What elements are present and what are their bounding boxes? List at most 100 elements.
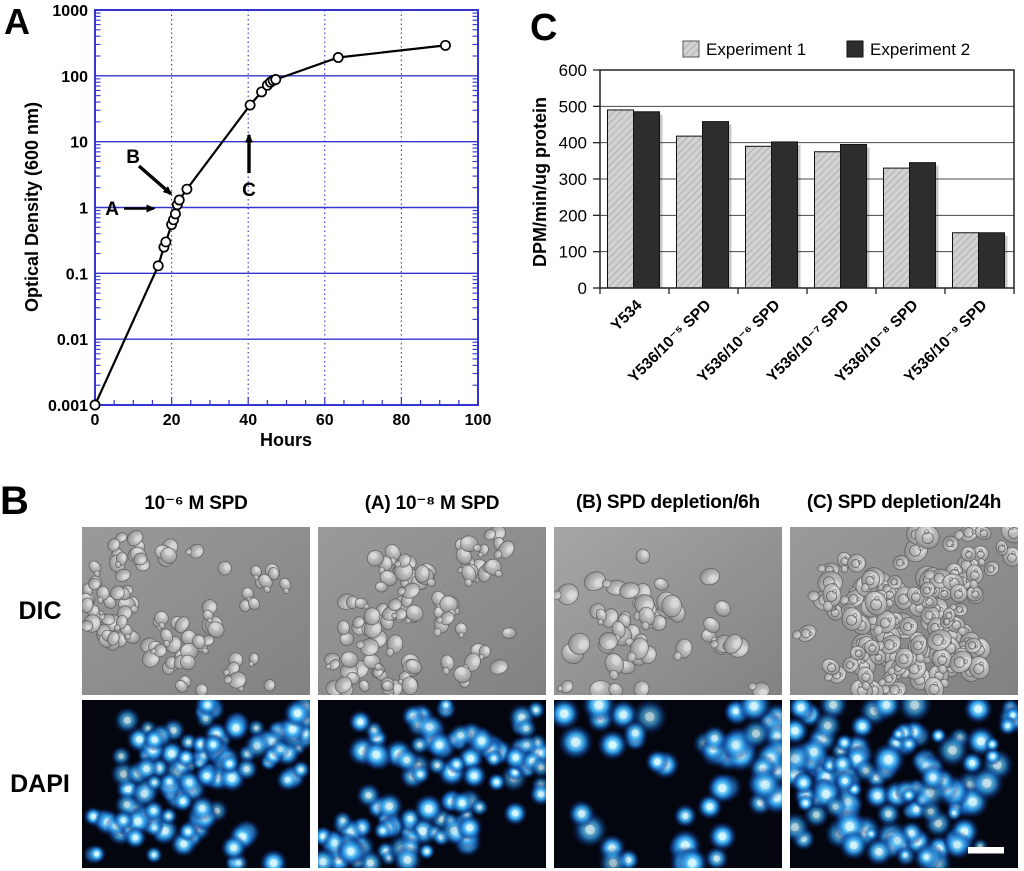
- yeast-cell: [454, 622, 468, 639]
- stained-nucleus: [790, 741, 812, 776]
- x-tick-label: 20: [163, 412, 181, 429]
- bar-experiment-1: [814, 151, 841, 289]
- yeast-cell: [379, 570, 397, 587]
- stained-nucleus: [919, 763, 947, 792]
- yeast-cell: [185, 543, 205, 559]
- yeast-cell: [363, 607, 381, 626]
- panel-b-micrograph-grid: B 10⁻⁶ M SPD (A) 10⁻⁸ M SPD (B) SPD depl…: [0, 479, 1024, 871]
- data-point-marker: [169, 208, 181, 220]
- yeast-cell: [554, 583, 579, 606]
- data-point-marker: [332, 52, 344, 63]
- yeast-cell: [968, 656, 990, 680]
- stained-nucleus: [484, 748, 504, 769]
- stained-nucleus: [747, 766, 782, 803]
- yeast-cell: [202, 609, 214, 624]
- panel-a-plot-frame: [94, 9, 479, 406]
- yeast-cell: [841, 607, 863, 631]
- yeast-cell: [661, 594, 682, 618]
- stained-nucleus: [418, 842, 436, 860]
- stained-nucleus: [899, 734, 919, 754]
- row-label-dapi: DAPI: [10, 769, 70, 798]
- yeast-cell: [857, 666, 875, 691]
- stained-nucleus: [361, 739, 392, 770]
- yeast-cell: [489, 659, 509, 675]
- panel-a-gridlines: [95, 10, 478, 405]
- data-point-marker: [152, 260, 164, 272]
- panel-c-letter: C: [530, 7, 557, 49]
- yeast-cell: [1000, 527, 1018, 544]
- stained-nucleus: [487, 772, 507, 792]
- stained-nucleus: [963, 700, 994, 724]
- yeast-cell: [638, 606, 656, 631]
- yeast-cell: [926, 629, 952, 651]
- stained-nucleus: [112, 809, 135, 832]
- yeast-cell: [995, 540, 1008, 556]
- stained-nucleus: [983, 747, 1002, 766]
- y-tick-label: 0: [578, 279, 587, 298]
- yeast-cell: [82, 620, 94, 632]
- yeast-cell: [340, 651, 359, 668]
- data-point-marker: [270, 74, 282, 85]
- yeast-cell: [175, 680, 188, 693]
- yeast-cell: [864, 590, 888, 616]
- stained-nucleus: [935, 733, 970, 768]
- panel-a-x-axis-title: Hours: [260, 430, 312, 450]
- stained-nucleus: [554, 700, 581, 731]
- stained-nucleus: [849, 713, 875, 739]
- panel-c-tick-marks: [593, 69, 1015, 294]
- yeast-cell: [358, 679, 370, 692]
- stained-nucleus: [413, 793, 445, 825]
- data-point-marker: [173, 194, 185, 206]
- yeast-cell: [453, 665, 472, 684]
- yeast-cell: [598, 632, 618, 651]
- stained-nucleus: [172, 790, 194, 813]
- yeast-cell: [388, 598, 402, 612]
- stained-nucleus: [145, 773, 164, 792]
- yeast-cell: [942, 535, 959, 552]
- yeast-cell: [223, 671, 247, 689]
- yeast-cell: [822, 583, 842, 612]
- stained-nucleus: [871, 742, 906, 777]
- yeast-cell: [436, 611, 455, 626]
- growth-curve-line: [93, 44, 446, 406]
- bar-experiment-2: [978, 232, 1005, 289]
- x-tick-label: 100: [465, 412, 492, 429]
- bar-experiment-1: [676, 135, 703, 289]
- stained-nucleus: [812, 710, 843, 741]
- yeast-cell: [459, 535, 482, 553]
- arrow-c-label: C: [242, 180, 256, 201]
- yeast-cell: [910, 634, 927, 655]
- arrow-b: [137, 164, 173, 196]
- yeast-cell: [363, 653, 383, 671]
- legend-label-experiment-2: Experiment 2: [870, 40, 970, 59]
- stained-nucleus: [897, 700, 933, 723]
- panel-a-letter: A: [4, 1, 30, 42]
- data-point-marker: [181, 183, 193, 195]
- stained-nucleus: [196, 700, 219, 716]
- yeast-cell: [595, 608, 607, 626]
- yeast-cell: [906, 586, 925, 606]
- stained-nucleus: [410, 764, 431, 785]
- yeast-cell: [894, 647, 914, 669]
- data-point-marker: [89, 399, 101, 411]
- bar-experiment-2: [633, 111, 660, 289]
- yeast-cell: [461, 564, 477, 587]
- yeast-cell: [924, 676, 945, 695]
- column-header-spd-depletion-24h: (C) SPD depletion/24h: [806, 492, 1002, 513]
- yeast-cell: [653, 578, 669, 591]
- yeast-cell: [325, 659, 341, 671]
- yeast-cell: [942, 607, 956, 626]
- yeast-cell: [160, 547, 177, 564]
- stained-nucleus: [529, 756, 546, 779]
- stained-nucleus: [621, 719, 649, 747]
- yeast-cell: [478, 644, 491, 661]
- yeast-cell: [354, 597, 370, 610]
- yeast-cell: [635, 548, 651, 564]
- yeast-cell: [821, 658, 841, 676]
- yeast-cell: [88, 560, 102, 578]
- stained-nucleus: [437, 700, 455, 714]
- yeast-cell: [250, 565, 262, 581]
- yeast-cell: [352, 616, 365, 629]
- yeast-cell: [107, 631, 120, 646]
- yeast-cell: [192, 634, 206, 650]
